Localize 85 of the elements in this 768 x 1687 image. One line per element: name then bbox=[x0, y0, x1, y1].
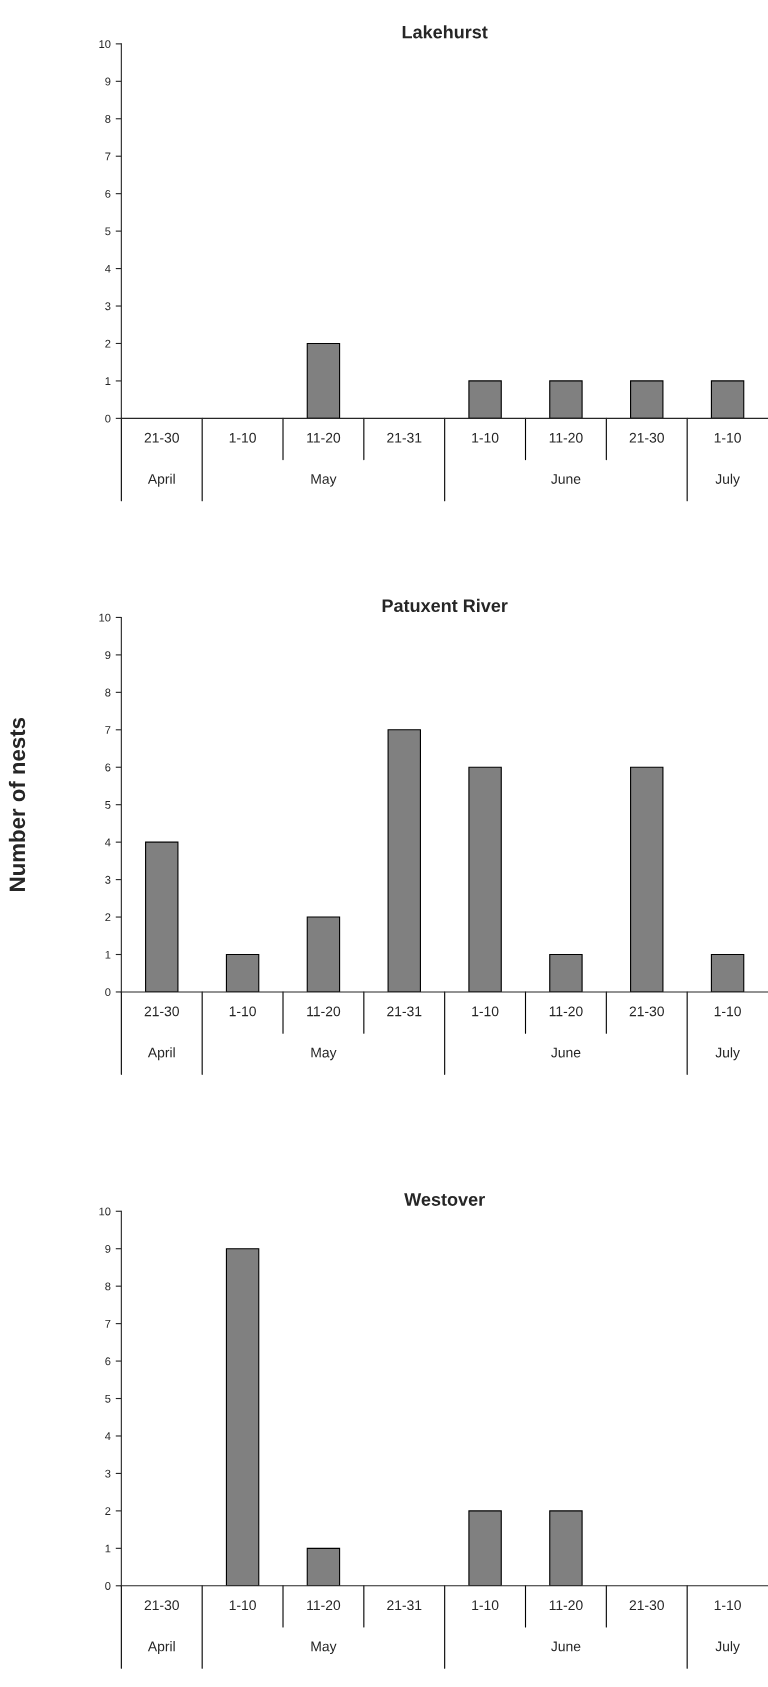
x-tick-label: 11-20 bbox=[307, 1006, 341, 1017]
y-tick-label: 8 bbox=[105, 115, 111, 123]
text: July bbox=[715, 473, 740, 487]
y-tick-label: 3 bbox=[105, 1469, 111, 1478]
y-tick-label: 4 bbox=[105, 1432, 111, 1440]
x-tick-label: 1-10 bbox=[229, 1006, 256, 1017]
y-tick-label: 10 bbox=[99, 613, 111, 622]
text: April bbox=[147, 1047, 175, 1061]
x-tick-label: 1-10 bbox=[714, 1600, 741, 1611]
x-tick-label: 11-20 bbox=[549, 432, 583, 443]
bar bbox=[225, 1248, 260, 1586]
x-tick-label: 1-10 bbox=[229, 432, 256, 443]
y-tick-label: 1 bbox=[105, 377, 111, 385]
y-tick-label: 8 bbox=[105, 688, 111, 697]
y-axis-title: Number of nests bbox=[8, 717, 26, 891]
y-tick-label: 2 bbox=[105, 1507, 111, 1515]
x-tick-label: 1-10 bbox=[472, 1006, 499, 1017]
bar bbox=[630, 766, 664, 992]
bar bbox=[145, 841, 179, 992]
x-tick-label: 21-31 bbox=[387, 432, 422, 443]
y-tick-label: 3 bbox=[105, 875, 111, 884]
x-tick-label: 11-20 bbox=[549, 1006, 583, 1017]
chart-title: Lakehurst bbox=[402, 25, 488, 39]
bar bbox=[306, 1547, 341, 1586]
text: July bbox=[715, 1047, 740, 1061]
text: June bbox=[551, 474, 581, 484]
y-tick-label: 5 bbox=[105, 801, 111, 809]
x-tick-label: 11-20 bbox=[307, 1600, 341, 1611]
x-tick-label: 21-30 bbox=[144, 1006, 179, 1017]
y-tick-label: 6 bbox=[105, 763, 111, 772]
text: July bbox=[715, 1641, 740, 1655]
x-tick-label: 21-30 bbox=[629, 1600, 664, 1611]
y-tick-label: 9 bbox=[105, 651, 111, 660]
y-tick-label: 7 bbox=[105, 726, 111, 734]
y-tick-label: 2 bbox=[105, 339, 111, 348]
chart-title: Westover bbox=[404, 1193, 485, 1206]
y-tick-label: 4 bbox=[105, 264, 111, 273]
x-tick-label: 1-10 bbox=[714, 432, 741, 443]
x-tick-label: 11-20 bbox=[549, 1600, 583, 1611]
y-tick-label: 0 bbox=[105, 1582, 111, 1590]
x-tick-label: 1-10 bbox=[472, 432, 499, 443]
y-tick-label: 7 bbox=[105, 152, 111, 161]
x-tick-label: 1-10 bbox=[714, 1006, 741, 1017]
bar bbox=[468, 1510, 502, 1586]
y-tick-label: 1 bbox=[105, 1544, 111, 1553]
x-tick-label: 21-30 bbox=[144, 432, 179, 443]
y-tick-label: 2 bbox=[105, 913, 111, 922]
y-tick-label: 5 bbox=[105, 1394, 111, 1403]
bar bbox=[710, 953, 745, 992]
bar bbox=[387, 729, 421, 992]
text: May bbox=[311, 474, 337, 487]
text: May bbox=[311, 1047, 337, 1061]
y-tick-label: 0 bbox=[105, 414, 111, 423]
bar bbox=[549, 953, 583, 992]
y-tick-label: 10 bbox=[99, 40, 111, 48]
bar bbox=[549, 1510, 583, 1586]
y-tick-label: 6 bbox=[105, 1357, 111, 1366]
y-tick-label: 1 bbox=[105, 950, 111, 959]
text: May bbox=[311, 1641, 337, 1655]
y-tick-label: 6 bbox=[105, 189, 111, 198]
x-tick-label: 21-31 bbox=[387, 1006, 422, 1017]
x-tick-label: 21-30 bbox=[629, 1006, 664, 1017]
y-tick-label: 8 bbox=[105, 1282, 111, 1291]
y-tick-label: 0 bbox=[105, 988, 111, 997]
x-tick-label: 1-10 bbox=[229, 1600, 256, 1611]
x-tick-label: 21-30 bbox=[629, 432, 664, 443]
x-tick-label: 1-10 bbox=[472, 1600, 499, 1611]
x-tick-label: 21-30 bbox=[144, 1600, 179, 1611]
y-tick-label: 10 bbox=[99, 1207, 111, 1216]
chart-title: Patuxent River bbox=[382, 598, 508, 613]
x-tick-label: 11-20 bbox=[307, 432, 341, 443]
bar bbox=[306, 916, 341, 992]
y-tick-label: 7 bbox=[105, 1320, 111, 1328]
bar bbox=[225, 953, 260, 992]
bar bbox=[468, 766, 502, 992]
x-tick-label: 21-31 bbox=[387, 1600, 422, 1611]
y-tick-label: 3 bbox=[105, 302, 111, 311]
text: April bbox=[147, 473, 175, 487]
text: June bbox=[551, 1641, 581, 1652]
y-tick-label: 9 bbox=[105, 1244, 111, 1253]
y-tick-label: 9 bbox=[105, 77, 111, 86]
y-tick-label: 5 bbox=[105, 227, 111, 236]
text: June bbox=[551, 1047, 581, 1058]
y-tick-label: 4 bbox=[105, 838, 111, 847]
text: April bbox=[147, 1641, 175, 1655]
